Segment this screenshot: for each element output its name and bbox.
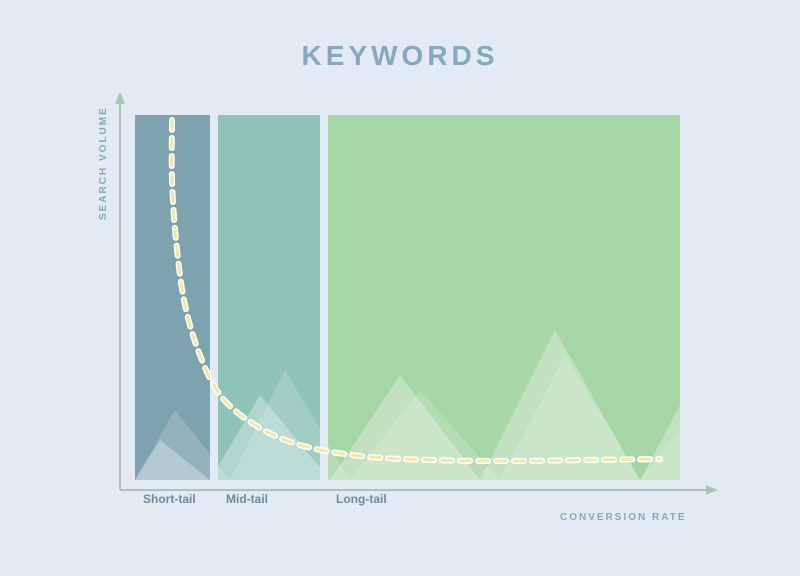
y-axis-arrow bbox=[115, 92, 125, 104]
chart-canvas: KEYWORDS SEARCH VOLUME CONVERSION RATE S… bbox=[0, 0, 800, 576]
chart-svg bbox=[0, 0, 800, 576]
segment-label-mid: Mid-tail bbox=[226, 492, 268, 506]
x-axis-arrow bbox=[706, 485, 718, 495]
segment-label-long: Long-tail bbox=[336, 492, 387, 506]
segment-label-short: Short-tail bbox=[143, 492, 196, 506]
